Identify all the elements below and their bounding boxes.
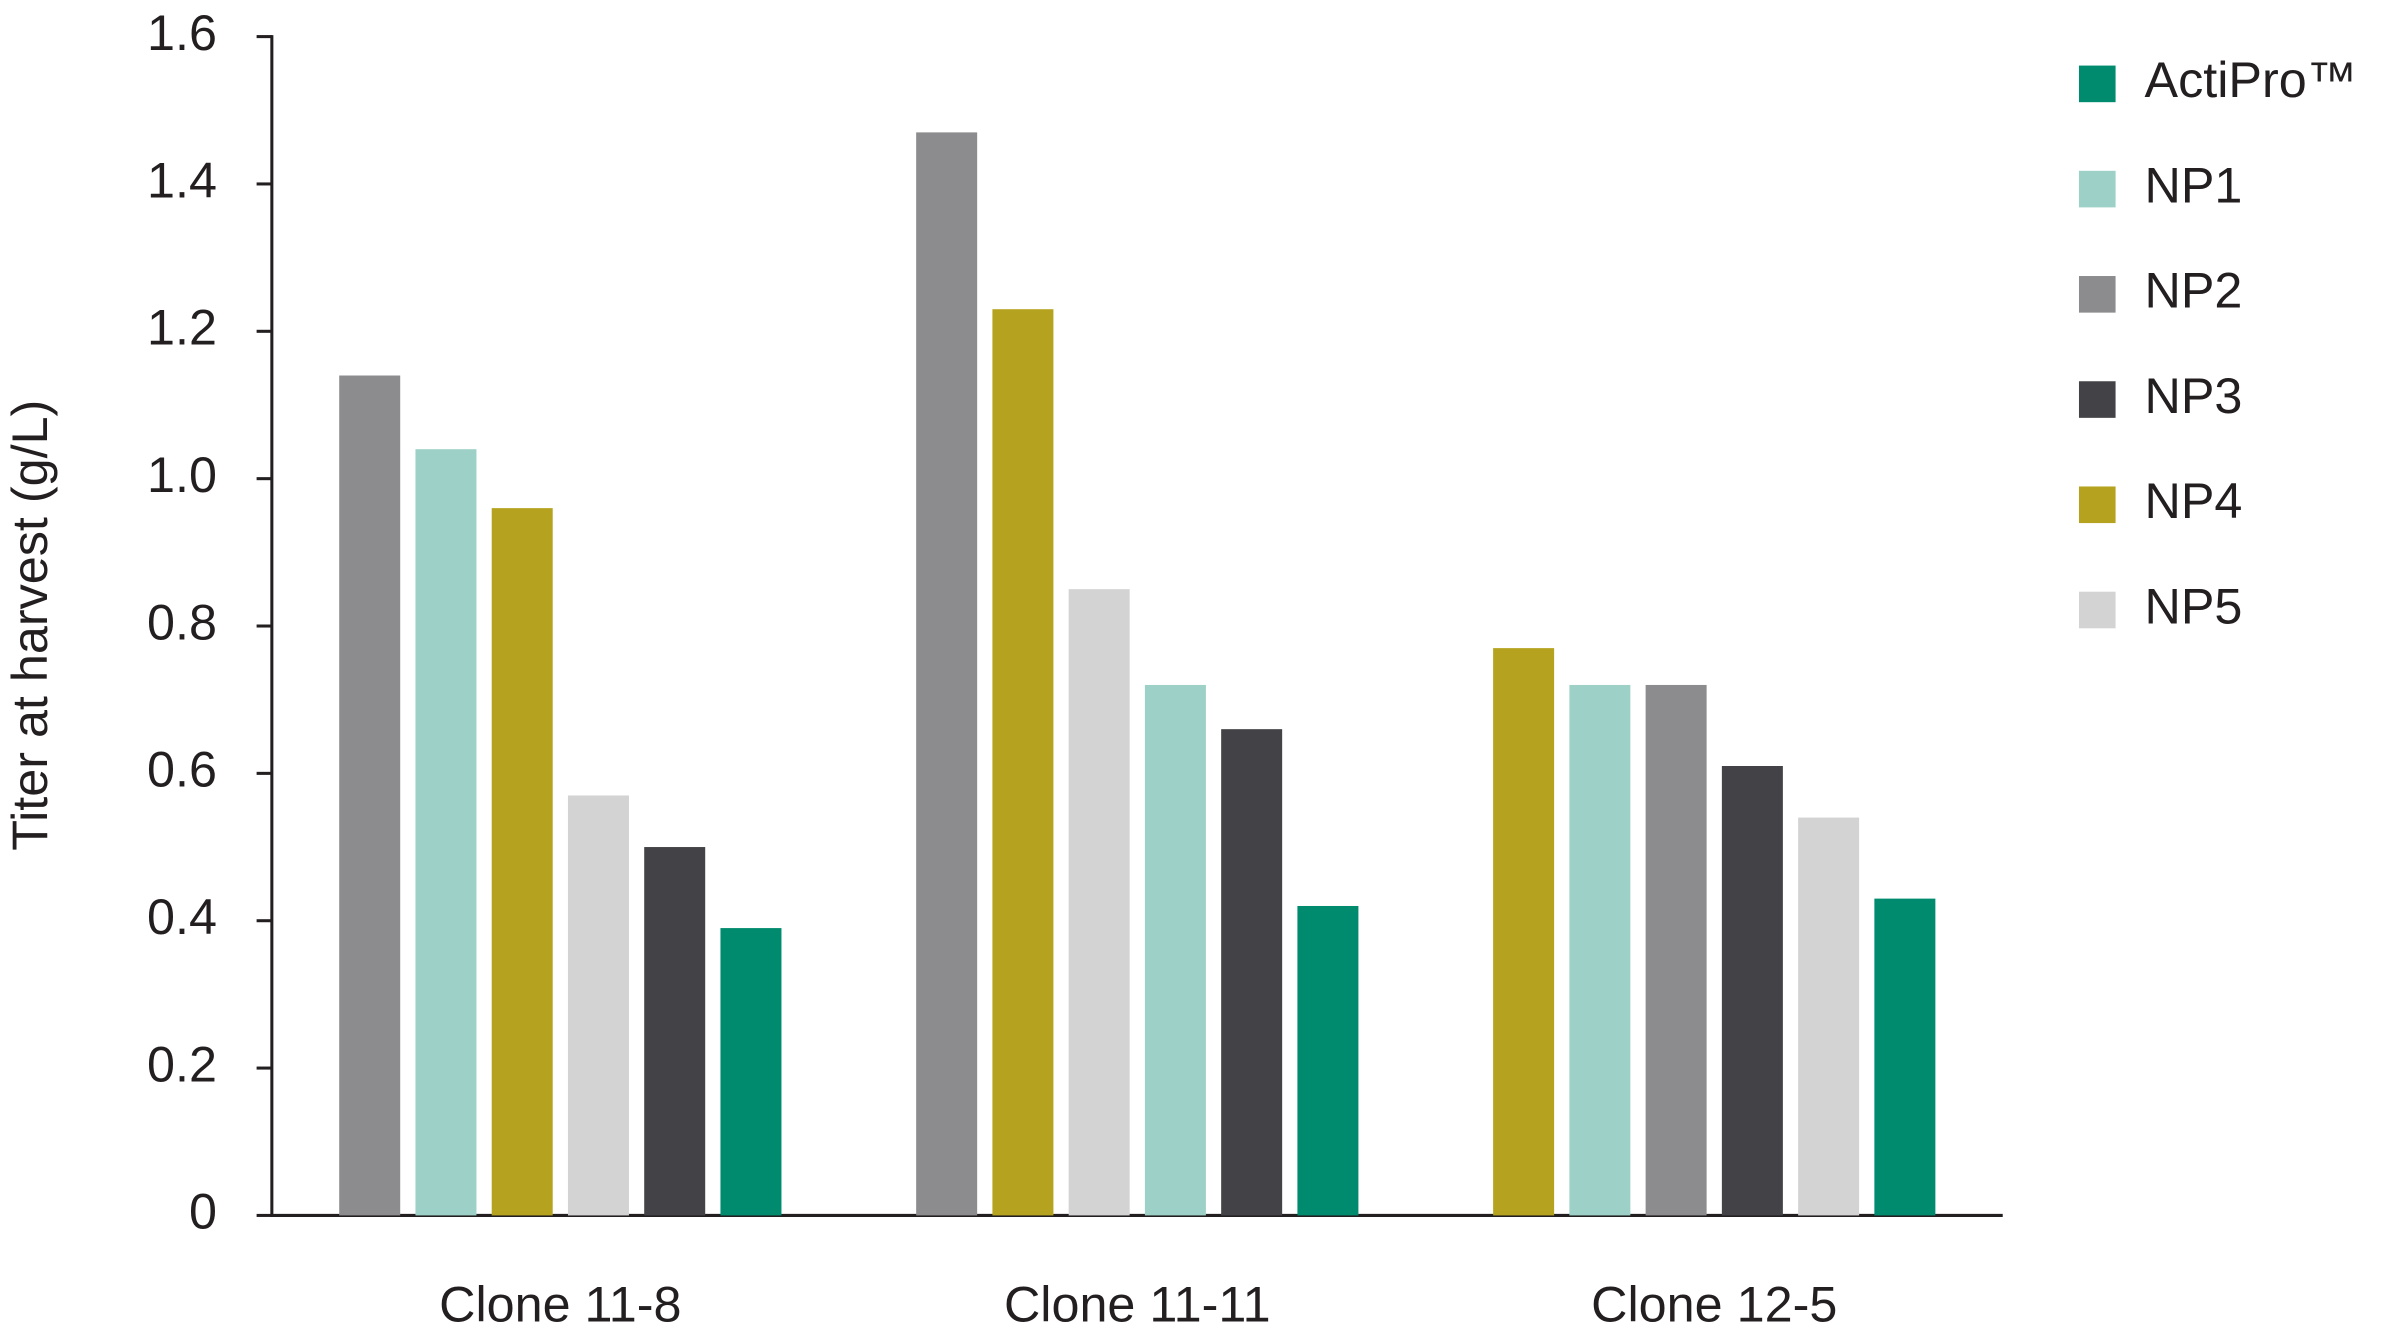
bar [1297, 905, 1359, 1216]
legend-swatch [2078, 591, 2116, 629]
legend-swatch [2078, 381, 2116, 418]
legend-swatch [2078, 65, 2116, 103]
y-tick-label: 1.6 [147, 4, 217, 61]
bar [644, 847, 706, 1216]
y-tick-label: 0.2 [147, 1035, 217, 1092]
bar [1493, 648, 1555, 1216]
y-tick-label: 1.4 [147, 151, 217, 208]
legend-swatch [2078, 276, 2116, 313]
y-tick-label: 0.6 [147, 741, 217, 798]
bar [491, 508, 553, 1216]
x-tick-label: Clone 12-5 [1591, 1276, 1837, 1333]
bar [1721, 765, 1783, 1216]
y-tick-label: 1.0 [147, 446, 217, 503]
legend-label: ActiPro™ [2145, 51, 2357, 108]
y-tick-label: 0 [189, 1183, 217, 1240]
bar [992, 309, 1054, 1216]
bar [339, 375, 401, 1216]
bar [415, 449, 477, 1216]
bar [567, 795, 629, 1216]
legend-label: NP5 [2145, 577, 2243, 634]
legend-label: NP2 [2145, 262, 2243, 319]
bar [1569, 684, 1631, 1216]
legend-label: NP3 [2145, 367, 2243, 424]
y-tick-label: 0.4 [147, 888, 217, 945]
bar [1798, 817, 1860, 1216]
bar [1645, 684, 1707, 1216]
bar [1221, 729, 1283, 1216]
x-tick-label: Clone 11-8 [439, 1276, 681, 1333]
legend-swatch [2078, 486, 2116, 524]
legend-label: NP1 [2145, 156, 2243, 213]
legend-swatch [2078, 170, 2116, 208]
y-tick-label: 1.2 [147, 299, 217, 356]
y-tick-label: 0.8 [147, 593, 217, 650]
x-tick-label: Clone 11-11 [1004, 1276, 1271, 1333]
y-axis-label: Titer at harvest (g/L) [1, 400, 58, 851]
legend-label: NP4 [2145, 472, 2243, 529]
bar [1874, 898, 1936, 1216]
bar [1144, 684, 1206, 1216]
bar [1068, 589, 1130, 1216]
bar [720, 928, 782, 1216]
bar [916, 132, 978, 1216]
